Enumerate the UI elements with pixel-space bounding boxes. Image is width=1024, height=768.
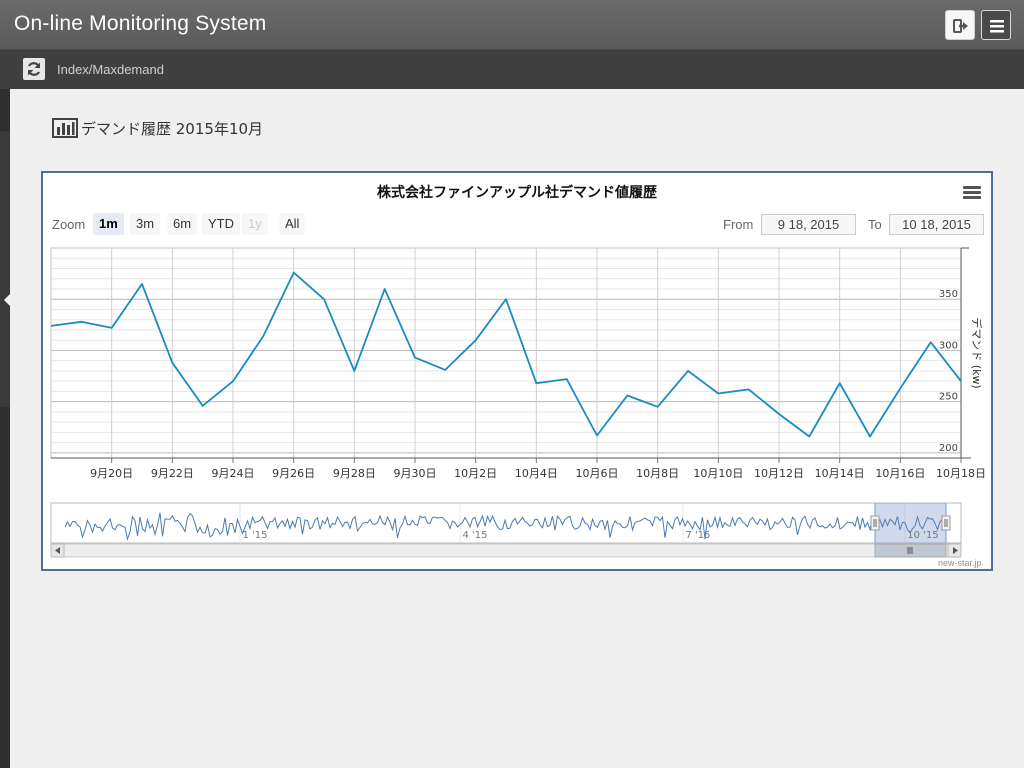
data-point[interactable] xyxy=(564,377,569,382)
menu-button[interactable] xyxy=(981,10,1011,40)
navigator-date-label: 7 '15 xyxy=(685,530,710,541)
data-point[interactable] xyxy=(79,319,84,324)
x-tick-label: 10月18日 xyxy=(936,467,986,480)
chart-credits[interactable]: new-star.jp xyxy=(938,558,982,568)
zoom-label: Zoom xyxy=(52,217,86,232)
scroll-left-arrow-icon xyxy=(55,547,60,554)
sidebar-segment xyxy=(0,407,10,768)
y-tick-label: 350 xyxy=(939,289,958,300)
zoom-1m-button[interactable]: 1m xyxy=(93,213,124,235)
navigator-scrollbar-track[interactable] xyxy=(50,543,962,558)
navigator-date-label: 4 '15 xyxy=(462,530,487,541)
data-point[interactable] xyxy=(746,387,751,392)
zoom-ytd-button[interactable]: YTD xyxy=(202,213,240,235)
x-tick-label: 10月8日 xyxy=(636,467,679,480)
zoom-6m-button[interactable]: 6m xyxy=(167,213,198,235)
y-tick-label: 200 xyxy=(939,443,958,454)
zoom-all-button[interactable]: All xyxy=(279,213,306,235)
navigator-date-label: 10 '15 xyxy=(907,530,938,541)
top-bar: On-line Monitoring System xyxy=(0,0,1024,50)
data-point[interactable] xyxy=(473,338,478,343)
y-tick-label: 300 xyxy=(939,340,958,351)
zoom-3m-button[interactable]: 3m xyxy=(130,213,161,235)
chart-title: 株式会社ファインアップル社デマンド値履歴 xyxy=(377,185,657,201)
x-tick-label: 10月4日 xyxy=(515,467,558,480)
data-point[interactable] xyxy=(837,381,842,386)
x-tick-label: 9月20日 xyxy=(90,467,133,480)
logout-button[interactable] xyxy=(945,10,975,40)
breadcrumb[interactable]: Index/Maxdemand xyxy=(57,62,164,77)
export-menu-icon[interactable] xyxy=(963,186,981,200)
sidebar-segment xyxy=(0,89,10,131)
data-point[interactable] xyxy=(291,270,296,275)
from-label: From xyxy=(723,217,754,232)
x-tick-label: 9月28日 xyxy=(333,467,376,480)
data-point[interactable] xyxy=(231,379,236,384)
x-tick-label: 9月30日 xyxy=(394,467,437,480)
x-tick-label: 10月10日 xyxy=(693,467,743,480)
page-heading-text: デマンド履歴 2015年10月 xyxy=(81,119,264,138)
data-point[interactable] xyxy=(443,367,448,372)
x-tick-label: 9月22日 xyxy=(151,467,194,480)
navigator-handle[interactable] xyxy=(941,515,951,531)
x-tick-label: 10月16日 xyxy=(875,467,925,480)
x-tick-label: 10月12日 xyxy=(754,467,804,480)
to-label: To xyxy=(868,217,882,232)
sign-out-icon xyxy=(953,19,968,33)
bar-chart-icon xyxy=(52,118,78,138)
hamburger-icon xyxy=(990,20,1004,33)
demand-series-line[interactable] xyxy=(50,271,962,438)
data-point[interactable] xyxy=(170,360,175,365)
plot-area xyxy=(50,247,962,459)
navigator-date-label: 1 '15 xyxy=(242,530,267,541)
x-tick-label: 10月14日 xyxy=(815,467,865,480)
scroll-right-arrow-icon xyxy=(953,547,958,554)
data-point[interactable] xyxy=(109,325,114,330)
data-point[interactable] xyxy=(716,391,721,396)
y-axis-title: デマンド (kw) xyxy=(970,317,984,388)
x-tick-label: 9月24日 xyxy=(212,467,255,480)
navigator-selection[interactable] xyxy=(875,503,946,543)
navigator-handle[interactable] xyxy=(870,515,880,531)
demand-chart[interactable]: 200 250 300 350 9月20日 9月22日 9月24日 9月26日 9月28日 9月3… xyxy=(43,173,991,569)
x-tick-label: 10月6日 xyxy=(576,467,619,480)
data-point[interactable] xyxy=(322,297,327,302)
y-tick-label: 250 xyxy=(939,392,958,403)
sidebar-collapsed[interactable] xyxy=(0,89,10,768)
data-point[interactable] xyxy=(534,381,539,386)
data-point[interactable] xyxy=(352,368,357,373)
to-date-input[interactable]: 10 18, 2015 xyxy=(889,214,984,235)
data-point[interactable] xyxy=(807,434,812,439)
data-point[interactable] xyxy=(200,403,205,408)
data-point[interactable] xyxy=(595,433,600,438)
data-point[interactable] xyxy=(625,393,630,398)
demand-chart-panel: 200 250 300 350 9月20日 9月22日 9月24日 9月26日 9月28日 9月3… xyxy=(41,171,993,571)
data-point[interactable] xyxy=(959,379,964,384)
x-tick-label: 9月26日 xyxy=(272,467,315,480)
data-point[interactable] xyxy=(140,281,145,286)
sub-bar: Index/Maxdemand xyxy=(0,50,1024,89)
app-title: On-line Monitoring System xyxy=(14,12,267,35)
data-point[interactable] xyxy=(413,355,418,360)
data-point[interactable] xyxy=(928,340,933,345)
data-point[interactable] xyxy=(868,434,873,439)
navigator-series-line xyxy=(64,512,946,541)
refresh-button[interactable] xyxy=(23,58,45,80)
data-point[interactable] xyxy=(382,286,387,291)
from-date-input[interactable]: 9 18, 2015 xyxy=(761,214,856,235)
sidebar-toggle-arrow-icon[interactable] xyxy=(4,293,11,307)
x-tick-label: 10月2日 xyxy=(454,467,497,480)
data-point[interactable] xyxy=(261,334,266,339)
data-point[interactable] xyxy=(898,386,903,391)
data-point[interactable] xyxy=(49,323,54,328)
data-point[interactable] xyxy=(655,404,660,409)
page-title: デマンド履歴 2015年10月 xyxy=(52,117,263,139)
data-point[interactable] xyxy=(777,411,782,416)
zoom-1y-button: 1y xyxy=(242,213,268,235)
data-point[interactable] xyxy=(686,368,691,373)
refresh-icon xyxy=(27,62,41,76)
data-point[interactable] xyxy=(504,297,509,302)
